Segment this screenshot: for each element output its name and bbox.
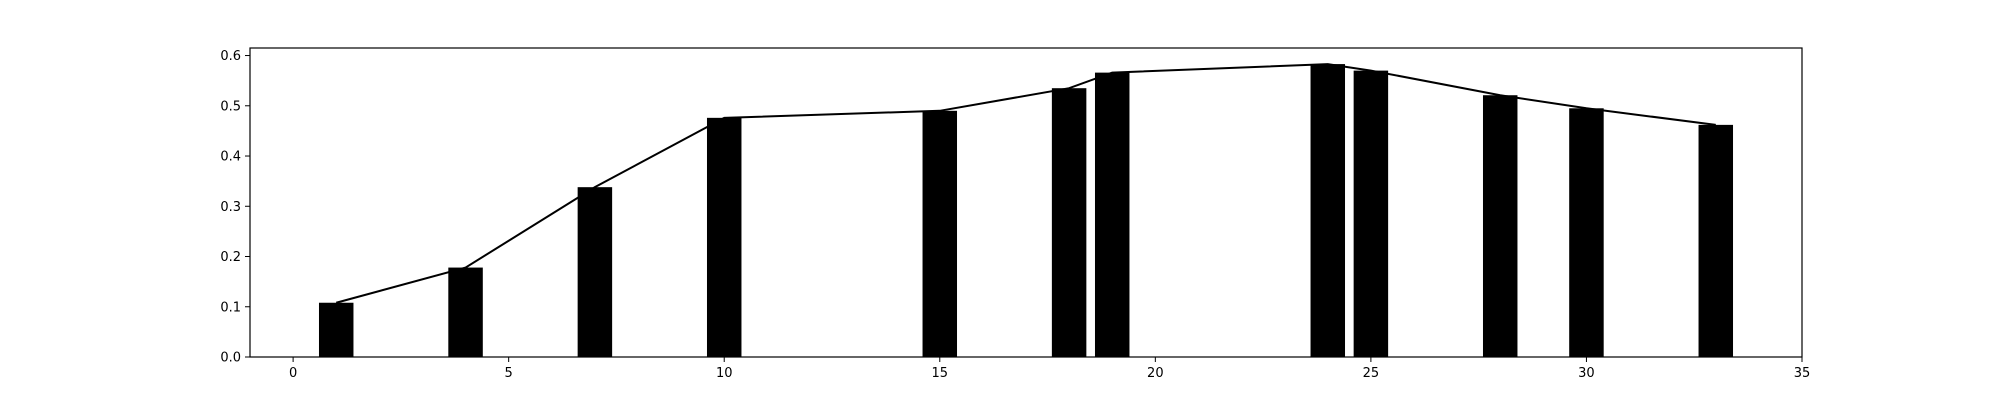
bar-19: [1094, 72, 1130, 358]
y-tick-label: 0.5: [220, 99, 241, 114]
x-tick-label: 20: [1147, 366, 1164, 381]
y-tick-label: 0.4: [220, 150, 241, 165]
y-tick-label: 0.1: [220, 300, 241, 315]
bar-25: [1353, 70, 1389, 358]
bar-33: [1698, 124, 1734, 357]
bar-28: [1482, 95, 1518, 357]
bar-24: [1310, 64, 1346, 357]
y-tick-label: 0.6: [220, 49, 241, 64]
bar-30: [1569, 108, 1604, 357]
bar-15: [922, 110, 958, 358]
y-axis: 0.0 0.1 0.2 0.3 0.4 0.5 0.6: [220, 49, 250, 366]
bar-7: [577, 187, 613, 357]
x-tick-label: 5: [505, 366, 513, 381]
bar-4: [448, 267, 483, 357]
plot-area-frame: [249, 47, 1803, 358]
x-tick-label: 35: [1794, 366, 1811, 381]
trend-line: [335, 63, 1716, 304]
x-tick-label: 0: [289, 366, 297, 381]
y-tick-label: 0.0: [220, 351, 241, 366]
y-tick-label: 0.2: [220, 250, 241, 265]
x-tick-label: 30: [1578, 366, 1595, 381]
x-tick-label: 10: [716, 366, 733, 381]
x-axis: 0 5 10 15 20 25 30 35: [289, 357, 1810, 381]
x-tick-label: 25: [1363, 366, 1380, 381]
bar-10: [706, 117, 742, 358]
y-tick-label: 0.3: [220, 200, 241, 215]
bar-series: [318, 64, 1734, 358]
bar-18: [1051, 88, 1087, 357]
x-tick-label: 15: [932, 366, 949, 381]
bar-1: [318, 302, 354, 357]
